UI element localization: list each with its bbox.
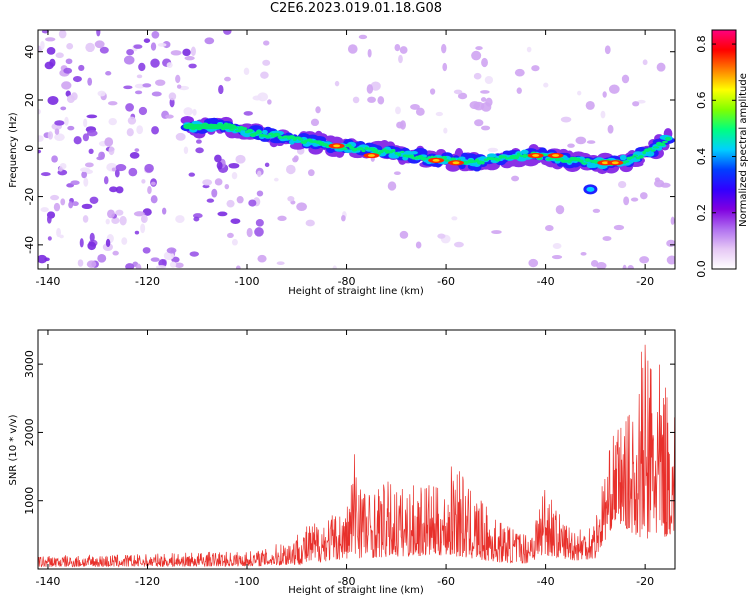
colorbar-tick-label: 0.4 — [695, 148, 708, 166]
snr-x-tick-label: -80 — [338, 575, 356, 588]
snr-x-tick-label: -40 — [537, 575, 555, 588]
snr-x-tick-label: -100 — [235, 575, 260, 588]
heatmap-panel: -140 -120 -100 -80 -60 -40 -20 -40 -20 0 20 40 Hei… — [8, 29, 676, 297]
colorbar-tick-label: 0.6 — [695, 92, 708, 110]
heatmap-y-tick-label: -20 — [23, 188, 36, 206]
heatmap-ridge — [180, 115, 675, 195]
heatmap-y-tick-label: 40 — [23, 45, 36, 59]
colorbar-tick-label: 0.0 — [695, 260, 708, 278]
heatmap-x-tick-label: -40 — [537, 275, 555, 288]
heatmap-x-tick-label: -120 — [135, 275, 160, 288]
snr-y-tick-label: 3000 — [23, 350, 36, 378]
chart-title: C2E6.2023.019.01.18.G08 — [269, 1, 443, 16]
heatmap-y-ticks: -40 -20 0 20 40 — [23, 45, 675, 254]
snr-frame — [37, 329, 676, 570]
snr-panel: -140 -120 -100 -80 -60 -40 -20 1000 2000 3000 He… — [8, 329, 676, 596]
snr-x-tick-label: -120 — [135, 575, 160, 588]
colorbar: 0.0 0.2 0.4 0.6 0.8 Normalized spectral ampl… — [695, 29, 749, 278]
heatmap-x-ticks: -140 -120 -100 -80 -60 -40 -20 — [35, 30, 654, 288]
heatmap-y-tick-label: 20 — [23, 93, 36, 107]
snr-y-ticks: 1000 2000 3000 — [23, 350, 675, 515]
colorbar-bar — [711, 29, 737, 270]
snr-x-tick-label: -140 — [35, 575, 60, 588]
snr-y-tick-label: 1000 — [23, 487, 36, 515]
heatmap-x-tick-label: -80 — [338, 275, 356, 288]
heatmap-x-tick-label: -60 — [437, 275, 455, 288]
heatmap-x-tick-label: -20 — [636, 275, 654, 288]
snr-x-axis-label: Height of straight line (km) — [288, 585, 424, 596]
heatmap-y-tick-label: -40 — [23, 236, 36, 254]
heatmap-frame — [37, 29, 676, 270]
colorbar-tick-label: 0.2 — [695, 204, 708, 222]
heatmap-x-tick-label: -100 — [235, 275, 260, 288]
heatmap-y-tick-label: 0 — [23, 145, 36, 152]
snr-x-tick-label: -60 — [437, 575, 455, 588]
colorbar-label: Normalized spectral amplitude — [738, 73, 749, 227]
snr-x-ticks: -140 -120 -100 -80 -60 -40 -20 — [35, 330, 654, 588]
snr-y-axis-label: SNR (10 * v/v) — [8, 414, 19, 485]
heatmap-y-axis-label: Frequency (Hz) — [8, 112, 19, 188]
snr-series-line — [38, 344, 675, 568]
heatmap-x-tick-label: -140 — [35, 275, 60, 288]
heatmap-scatter — [38, 30, 675, 269]
heatmap-x-axis-label: Height of straight line (km) — [288, 286, 424, 297]
snr-x-tick-label: -20 — [636, 575, 654, 588]
colorbar-tick-label: 0.8 — [695, 35, 708, 53]
colorbar-ticks: 0.0 0.2 0.4 0.6 0.8 — [695, 35, 736, 278]
snr-y-tick-label: 2000 — [23, 418, 36, 446]
